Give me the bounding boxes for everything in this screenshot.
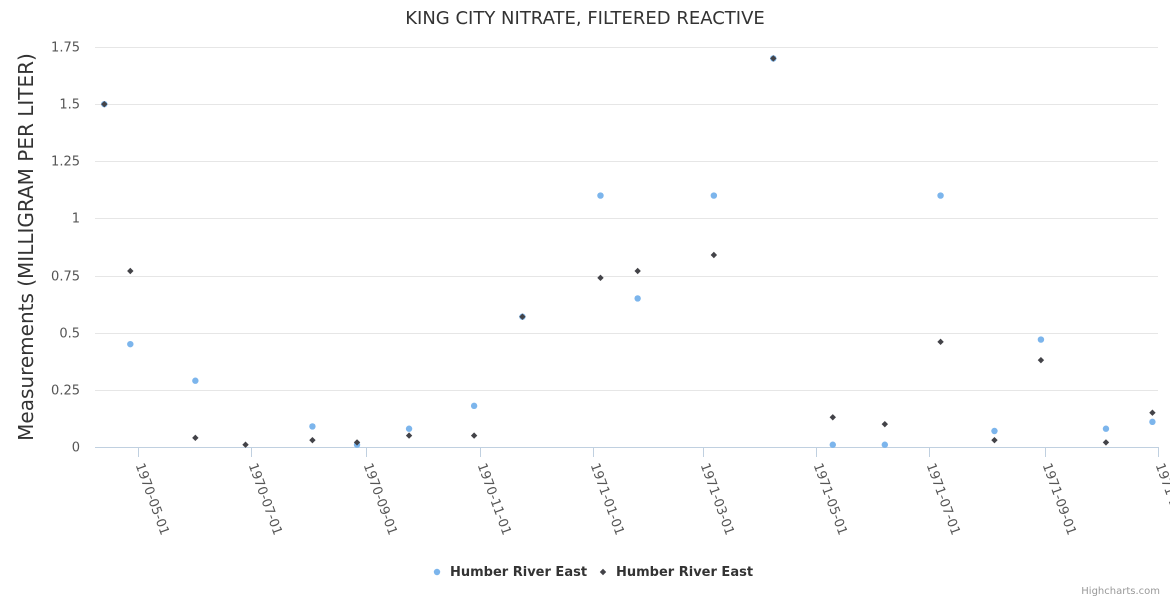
x-tick-label: 1970-09-01 — [360, 461, 400, 537]
series-2 — [101, 55, 1156, 448]
data-point[interactable] — [1037, 336, 1045, 343]
y-tick-label: 1 — [72, 212, 80, 227]
legend-label[interactable]: Humber River East — [616, 565, 753, 580]
data-point[interactable] — [937, 192, 944, 199]
data-point[interactable] — [991, 436, 998, 444]
data-point[interactable] — [881, 441, 889, 448]
data-point[interactable] — [1037, 356, 1045, 364]
data-point[interactable] — [770, 55, 777, 62]
x-tick-label: 1970-05-01 — [132, 461, 172, 537]
data-point[interactable] — [405, 432, 413, 439]
legend-item-2[interactable]: Humber River East — [599, 565, 753, 580]
data-point[interactable] — [470, 402, 478, 410]
x-tick-label: 1971-01-01 — [587, 461, 627, 537]
data-point[interactable] — [101, 100, 108, 108]
data-point[interactable] — [1102, 425, 1110, 432]
x-tick-label: 1971-11-01 — [1152, 461, 1170, 537]
data-point[interactable] — [192, 434, 199, 442]
data-point[interactable] — [597, 274, 604, 282]
y-axis-ticks: 0 0.25 0.5 0.75 1 1.25 1.5 1.75 — [51, 41, 80, 456]
data-point[interactable] — [309, 436, 316, 444]
data-point[interactable] — [597, 192, 604, 199]
data-series — [101, 55, 1156, 448]
x-tick-label: 1970-11-01 — [474, 461, 514, 537]
x-tick-label: 1971-05-01 — [810, 461, 850, 537]
data-point[interactable] — [309, 423, 316, 430]
data-point[interactable] — [710, 192, 718, 199]
x-tick-label: 1971-03-01 — [697, 461, 737, 537]
data-point[interactable] — [127, 340, 134, 348]
data-point[interactable] — [470, 432, 478, 439]
data-point[interactable] — [710, 251, 718, 259]
y-tick-label: 0.5 — [59, 327, 80, 342]
data-point[interactable] — [829, 441, 836, 448]
data-point[interactable] — [242, 441, 249, 448]
data-point[interactable] — [1149, 418, 1156, 426]
legend-item-1[interactable]: Humber River East — [433, 565, 587, 580]
chart-title: KING CITY NITRATE, FILTERED REACTIVE — [405, 8, 765, 29]
y-tick-label: 1.25 — [51, 155, 80, 170]
data-point[interactable] — [634, 267, 641, 275]
data-point[interactable] — [829, 414, 836, 421]
data-point[interactable] — [519, 313, 526, 320]
legend-marker[interactable] — [599, 568, 607, 576]
y-tick-label: 0.75 — [51, 270, 80, 285]
legend-marker[interactable] — [433, 568, 441, 576]
data-point[interactable] — [1149, 409, 1156, 416]
y-tick-label: 0.25 — [51, 384, 80, 399]
data-point[interactable] — [881, 420, 889, 428]
data-point[interactable] — [127, 267, 134, 275]
credits-link[interactable]: Highcharts.com — [1081, 586, 1160, 597]
data-point[interactable] — [192, 377, 199, 384]
x-axis-ticks: 1970-05-01 1970-07-01 1970-09-01 1970-11-01… — [132, 447, 1170, 537]
series-1 — [101, 55, 1156, 448]
x-tick-label: 1971-09-01 — [1039, 461, 1079, 537]
data-point[interactable] — [405, 425, 413, 432]
legend-label[interactable]: Humber River East — [450, 565, 587, 580]
data-point[interactable] — [991, 427, 998, 435]
x-tick-label: 1970-07-01 — [245, 461, 285, 537]
legend[interactable]: Humber River East Humber River East — [433, 565, 753, 580]
data-point[interactable] — [1102, 439, 1110, 446]
grid-lines — [95, 47, 1158, 391]
y-tick-label: 0 — [72, 441, 80, 456]
data-point[interactable] — [937, 338, 944, 346]
y-tick-label: 1.75 — [51, 41, 80, 56]
data-point[interactable] — [353, 439, 361, 446]
x-tick-label: 1971-07-01 — [923, 461, 963, 537]
y-tick-label: 1.5 — [59, 98, 80, 113]
y-axis-title: Measurements (MILLIGRAM PER LITER) — [14, 53, 38, 441]
data-point[interactable] — [634, 295, 641, 302]
